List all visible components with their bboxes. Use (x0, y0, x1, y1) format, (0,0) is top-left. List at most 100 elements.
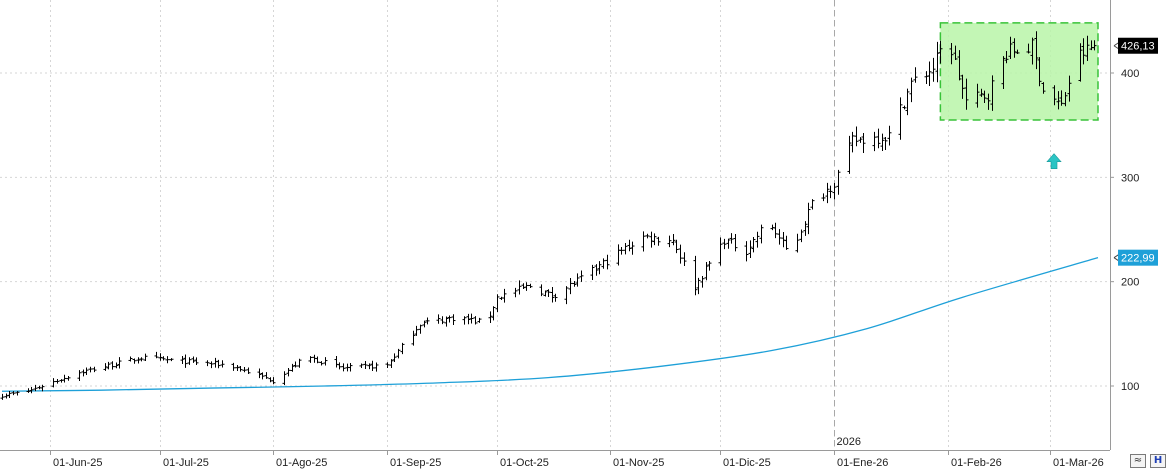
ohlc-bar (180, 355, 185, 365)
ohlc-bar (938, 40, 943, 64)
up-arrow-icon (1046, 153, 1062, 169)
ohlc-bar (425, 317, 430, 325)
x-tick-label: 01-Feb-26 (951, 457, 1002, 469)
ohlc-bar (524, 282, 529, 291)
ohlc-bar (66, 375, 71, 381)
x-tick-label: 01-Ago-25 (276, 457, 327, 469)
ohlc-bar (528, 283, 533, 289)
ohlc-bar (744, 241, 749, 262)
ohlc-bar (216, 359, 221, 369)
ohlc-bar (700, 276, 705, 288)
ohlc-bar (117, 357, 122, 369)
ohlc-bar (165, 356, 170, 364)
ohlc-bar (645, 233, 650, 239)
ohlc-bar (619, 246, 624, 255)
ohlc-bar (667, 235, 672, 248)
ohlc-bar (11, 391, 16, 396)
ohlc-bar (799, 229, 804, 243)
ohlc-bar (88, 366, 93, 373)
ohlc-bar (114, 362, 119, 369)
ohlc-bar (1059, 90, 1064, 106)
ohlc-bar (323, 357, 328, 366)
ohlc-bar (271, 377, 276, 385)
ohlc-bar (825, 182, 830, 204)
ohlc-bar (616, 244, 621, 266)
ohlc-bar (795, 233, 800, 253)
ohlc-bar (29, 387, 34, 394)
ohlc-bar (652, 233, 657, 246)
ohlc-bar (579, 270, 584, 282)
h-button[interactable]: H (1150, 454, 1166, 468)
ohlc-bar (293, 361, 298, 368)
ohlc-bar (55, 378, 60, 384)
ohlc-bar (707, 261, 712, 271)
x-tick-label: 01-Sep-25 (390, 457, 441, 469)
range-box-annotation (939, 22, 1099, 121)
ohlc-bar (1030, 37, 1035, 65)
ohlc-bar (913, 67, 918, 83)
ohlc-bar (1081, 38, 1086, 65)
approx-button[interactable]: ≈ (1130, 454, 1146, 468)
ohlc-bar (678, 244, 683, 264)
ohlc-bar (414, 325, 419, 336)
ohlc-bar (935, 41, 940, 83)
ohlc-bar (883, 136, 888, 150)
ohlc-bar (656, 236, 661, 246)
ohlc-bar (674, 239, 679, 254)
ohlc-bar (396, 348, 401, 359)
ohlc-bar (858, 137, 863, 143)
ohlc-bar (374, 362, 379, 372)
ohlc-bar (1056, 91, 1061, 110)
ohlc-bar (7, 390, 12, 399)
price-tag-box (1118, 249, 1158, 266)
ohlc-bar (953, 45, 958, 61)
price-tag-text: 426,13 (1121, 41, 1155, 53)
ohlc-bar (359, 363, 364, 369)
ohlc-bar (246, 367, 251, 375)
ohlc-bar (810, 199, 815, 210)
ohlc-bar (902, 105, 907, 110)
price-tag-box (1118, 37, 1158, 54)
ohlc-bar (143, 353, 148, 362)
ohlc-bar (909, 77, 914, 103)
ohlc-bar (850, 131, 855, 153)
ohlc-bar (781, 231, 786, 248)
ohlc-bar (1063, 91, 1068, 107)
ohlc-bar (334, 356, 339, 368)
ohlc-bar (704, 262, 709, 281)
ohlc-bar (1041, 82, 1046, 94)
ohlc-bar (268, 377, 273, 383)
ohlc-bar (546, 289, 551, 297)
ohlc-bar (821, 193, 826, 202)
ohlc-bar (370, 360, 375, 371)
ohlc-bar (319, 361, 324, 366)
ohlc-bar (777, 229, 782, 245)
x-tick-label: 01-Jun-25 (53, 457, 103, 469)
ohlc-bar (418, 324, 423, 334)
ohlc-bar (238, 365, 243, 372)
ohlc-bar (260, 372, 265, 380)
ohlc-bar (836, 169, 841, 195)
ohlc-bar (473, 316, 478, 325)
ohlc-bar (601, 258, 606, 269)
ohlc-bar (521, 283, 526, 290)
ohlc-bar (751, 236, 756, 253)
ohlc-bar (194, 357, 199, 366)
ohlc-bar (982, 90, 987, 103)
moving-average-line (1, 257, 1099, 392)
ohlc-bar (110, 361, 115, 370)
ohlc-bar (960, 74, 965, 99)
ohlc-bar (1004, 50, 1009, 64)
ohlc-bar (33, 384, 38, 392)
x-tick-label: 01-Dic-25 (723, 457, 771, 469)
x-tick-label: 01-Nov-25 (613, 457, 664, 469)
ohlc-bar (209, 361, 214, 369)
ohlc-bar (979, 88, 984, 97)
ohlc-bar (755, 231, 760, 248)
ohlc-bar (444, 316, 449, 327)
ohlc-bar (975, 83, 980, 108)
ohlc-bar (986, 93, 991, 110)
ohlc-bar (139, 357, 144, 362)
ohlc-bar (828, 185, 833, 199)
